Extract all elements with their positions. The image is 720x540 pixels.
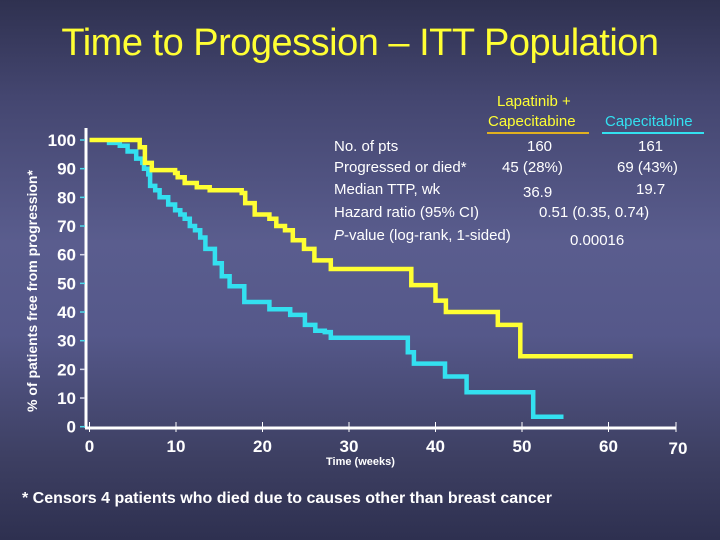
footnote: * Censors 4 patients who died due to cau… [22,490,552,507]
x-tick-label: 10 [167,437,186,456]
x-tick-label: 50 [513,437,532,456]
series-line-capecitabine [106,140,564,419]
y-tick-label: 0 [67,418,76,437]
x-tick-label: 70 [669,439,688,458]
series-layer [89,137,633,419]
y-tick-label: 100 [48,131,76,150]
y-tick-label: 40 [57,303,76,322]
x-axis-label: Time (weeks) [326,456,395,468]
axis-layer [84,128,676,430]
x-tick-label: 0 [85,437,94,456]
x-tick-label: 30 [340,437,359,456]
y-tick-label: 80 [57,188,76,207]
y-tick-label: 50 [57,274,76,293]
x-tick-label: 20 [253,437,272,456]
y-tick-label: 20 [57,360,76,379]
y-tick-label: 90 [57,160,76,179]
y-tick-label: 30 [57,332,76,351]
slide-title: Time to Progession – ITT Population [61,22,659,64]
y-tick-label: 10 [57,389,76,408]
y-tick-label: 60 [57,246,76,265]
x-tick-label: 60 [599,437,618,456]
x-tick-label: 40 [426,437,445,456]
tick-layer: 0 10 20 30 40 50 60 70 80 90 100 0 10 20 30 40 50 60 70 [48,131,688,458]
series-line-lapatinib-capecitabine [89,137,633,359]
y-tick-label: 70 [57,217,76,236]
